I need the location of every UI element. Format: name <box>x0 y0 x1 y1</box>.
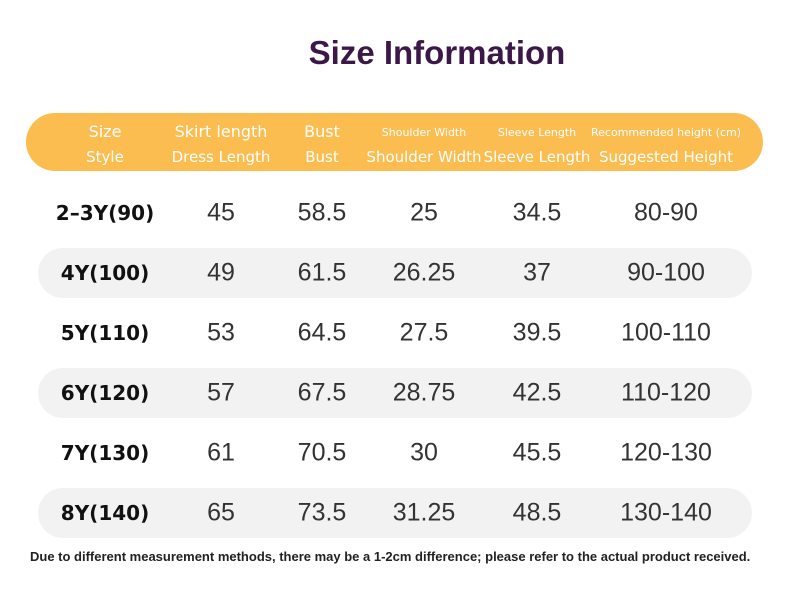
value-cell: 49 <box>207 258 235 287</box>
value-cell: 26.25 <box>392 258 456 287</box>
value-cell: 58.5 <box>297 198 347 227</box>
value-cell: 120-130 <box>620 438 712 467</box>
header-sublabel: Dress Length <box>171 148 271 166</box>
value-cell: 42.5 <box>512 378 562 407</box>
value-cell: 110-120 <box>621 378 711 407</box>
header-label: Shoulder Width <box>381 126 467 139</box>
value-cell: 45.5 <box>512 438 562 467</box>
value-cell: 28.75 <box>392 378 456 407</box>
value-cell: 39.5 <box>512 318 562 347</box>
header-label: Size <box>88 122 122 141</box>
size-cell: 6Y(120) <box>60 381 150 405</box>
value-cell: 53 <box>207 318 235 347</box>
size-cell: 7Y(130) <box>60 441 150 465</box>
value-cell: 80-90 <box>634 198 698 227</box>
value-cell: 25 <box>410 198 438 227</box>
header-bar <box>26 113 763 171</box>
header-sublabel: Suggested Height <box>598 148 734 166</box>
value-cell: 130-140 <box>620 498 712 527</box>
header-sublabel: Sleeve Length <box>483 148 591 166</box>
header-sublabel: Bust <box>305 148 339 166</box>
value-cell: 73.5 <box>297 498 347 527</box>
header-label: Recommended height (cm) <box>591 126 741 139</box>
size-cell: 5Y(110) <box>60 321 150 345</box>
size-cell: 8Y(140) <box>60 501 150 525</box>
value-cell: 61 <box>207 438 235 467</box>
value-cell: 48.5 <box>512 498 562 527</box>
row-stripe <box>38 368 752 418</box>
header-label: Sleeve Length <box>497 126 577 139</box>
value-cell: 100-110 <box>621 318 711 347</box>
size-cell: 4Y(100) <box>60 261 150 285</box>
value-cell: 64.5 <box>297 318 347 347</box>
row-stripe <box>38 248 752 298</box>
header-label: Bust <box>304 122 340 141</box>
value-cell: 31.25 <box>392 498 456 527</box>
header-sublabel: Shoulder Width <box>366 148 482 166</box>
size-cell: 2–3Y(90) <box>55 201 155 225</box>
value-cell: 27.5 <box>399 318 449 347</box>
value-cell: 65 <box>207 498 235 527</box>
value-cell: 61.5 <box>297 258 347 287</box>
value-cell: 37 <box>523 258 551 287</box>
footnote: Due to different measurement methods, th… <box>30 549 751 564</box>
value-cell: 30 <box>410 438 438 467</box>
row-stripe <box>38 488 752 538</box>
value-cell: 45 <box>207 198 235 227</box>
value-cell: 34.5 <box>512 198 562 227</box>
header-label: Skirt length <box>174 122 268 141</box>
header-sublabel: Style <box>86 148 124 166</box>
value-cell: 70.5 <box>297 438 347 467</box>
value-cell: 67.5 <box>297 378 347 407</box>
value-cell: 90-100 <box>627 258 705 287</box>
value-cell: 57 <box>207 378 235 407</box>
title: Size Information <box>308 34 566 71</box>
